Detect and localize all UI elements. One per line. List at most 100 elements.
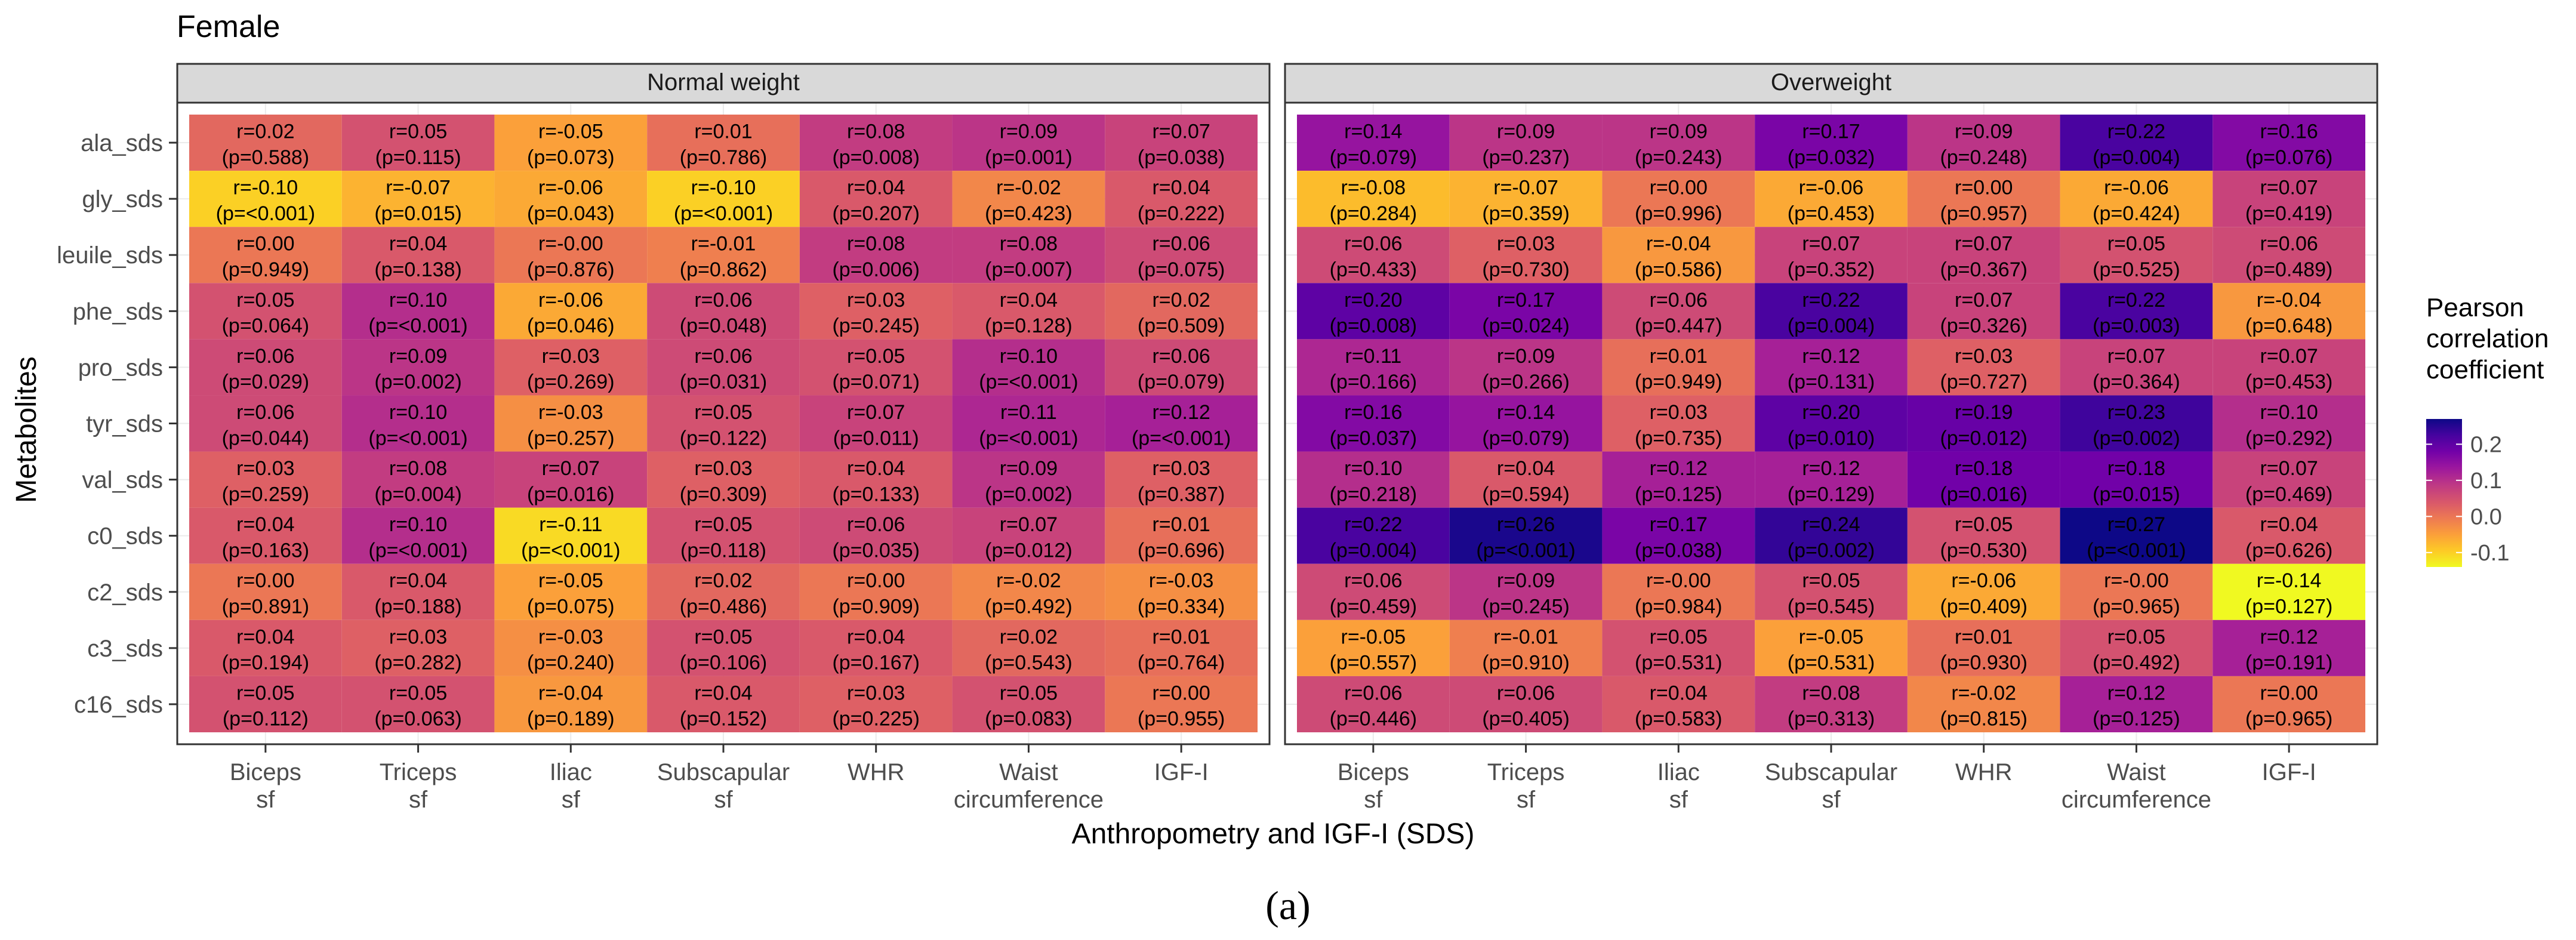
cell-r-label: r=0.22 <box>1802 289 1860 312</box>
heatmap-cell-fill <box>1907 563 2060 620</box>
x-tick-label: Iliac sf <box>550 759 592 813</box>
heatmap-cell: r=0.01 (p=0.764) <box>1105 620 1258 676</box>
heatmap-cell-fill <box>1105 395 1258 452</box>
cell-p-label: (p=0.334) <box>1138 596 1225 618</box>
cell-r-label: r=-0.02 <box>996 569 1061 592</box>
heatmap-cell-fill <box>2213 339 2365 396</box>
cell-r-label: r=0.05 <box>389 682 447 704</box>
heatmap-cell: r=0.08 (p=0.007) <box>952 227 1105 283</box>
heatmap-cell: r=-0.06 (p=0.424) <box>2060 171 2213 227</box>
heatmap-cell-fill <box>647 563 800 620</box>
cell-r-label: r=-0.02 <box>996 177 1061 199</box>
heatmap-cell-fill <box>799 171 953 227</box>
cell-r-label: r=-0.06 <box>538 289 603 312</box>
cell-r-label: r=0.05 <box>389 121 447 143</box>
cell-p-label: (p=0.073) <box>527 146 615 169</box>
heatmap-cell: r=0.12 (p=0.125) <box>2060 676 2213 732</box>
cell-r-label: r=0.11 <box>1345 345 1401 368</box>
heatmap-cell: r=-0.05 (p=0.557) <box>1297 620 1450 676</box>
cell-p-label: (p=0.163) <box>222 539 310 562</box>
heatmap-cell-fill <box>1449 620 1603 676</box>
facet-label: Normal weight <box>647 69 800 95</box>
cell-p-label: (p=0.359) <box>1482 202 1570 225</box>
heatmap-cell: r=-0.05 (p=0.075) <box>494 563 648 620</box>
cell-r-label: r=0.06 <box>1650 289 1708 312</box>
cell-p-label: (p=0.015) <box>2093 483 2180 506</box>
cell-p-label: (p=0.063) <box>374 708 462 731</box>
heatmap-cell-fill <box>189 115 342 171</box>
x-tick-label: IGF-I <box>1154 759 1209 785</box>
heatmap-cell-fill <box>341 171 495 227</box>
heatmap-cell: r=-0.04 (p=0.189) <box>494 676 648 732</box>
heatmap-cell: r=0.05 (p=0.545) <box>1755 563 1908 620</box>
heatmap-cell: r=-0.02 (p=0.423) <box>952 171 1105 227</box>
cell-p-label: (p=0.011) <box>833 427 919 449</box>
color-legend: Pearson correlation coefficient 0.2 0.1 0.0 -… <box>2426 293 2549 567</box>
cell-r-label: r=0.09 <box>1955 121 2013 143</box>
cell-p-label: (p=0.064) <box>222 315 310 337</box>
cell-r-label: r=-0.01 <box>691 233 756 255</box>
cell-p-label: (p=0.035) <box>832 539 920 562</box>
cell-r-label: r=0.06 <box>847 513 905 536</box>
cell-p-label: (p=0.543) <box>985 652 1073 674</box>
heatmap-cell: r=-0.06 (p=0.046) <box>494 283 648 340</box>
cell-p-label: (p=0.043) <box>527 202 615 225</box>
heatmap-cell: r=0.08 (p=0.004) <box>341 451 495 508</box>
heatmap-cell-fill <box>1297 227 1450 283</box>
cell-r-label: r=0.05 <box>1000 682 1058 704</box>
heatmap-cell: r=0.00 (p=0.996) <box>1602 171 1755 227</box>
x-tick-label: Waist circumference <box>954 759 1104 813</box>
heatmap-cell-fill <box>1755 339 1908 396</box>
heatmap-cell: r=-0.03 (p=0.257) <box>494 395 648 452</box>
heatmap-cell-fill <box>647 676 800 732</box>
heatmap-cell: r=0.06 (p=0.031) <box>647 339 800 396</box>
heatmap-cell: r=0.22 (p=0.003) <box>2060 283 2213 340</box>
figure-caption: (a) <box>1265 883 1310 928</box>
cell-r-label: r=0.01 <box>694 121 752 143</box>
cell-r-label: r=0.06 <box>1344 682 1402 704</box>
heatmap-cell: r=0.03 (p=0.225) <box>799 676 953 732</box>
heatmap-cell-fill <box>799 339 953 396</box>
cell-p-label: (p=0.557) <box>1330 652 1418 674</box>
heatmap-cell: r=0.07 (p=0.419) <box>2213 171 2365 227</box>
heatmap-cell: r=0.09 (p=0.001) <box>952 115 1105 171</box>
cell-p-label: (p=0.038) <box>1138 146 1225 169</box>
heatmap-cell: r=-0.10 (p=<0.001) <box>189 171 342 227</box>
heatmap-cell: r=0.06 (p=0.433) <box>1297 227 1450 283</box>
heatmap-cell: r=0.09 (p=0.237) <box>1449 115 1603 171</box>
cell-p-label: (p=0.409) <box>1940 596 2027 618</box>
cell-p-label: (p=0.447) <box>1635 315 1723 337</box>
cell-r-label: r=-0.10 <box>233 177 298 199</box>
cell-p-label: (p=0.984) <box>1635 596 1723 618</box>
heatmap-cell: r=0.04 (p=0.222) <box>1105 171 1258 227</box>
heatmap-cell-fill <box>647 395 800 452</box>
heatmap-cell: r=0.03 (p=0.730) <box>1449 227 1603 283</box>
heatmap-cell-fill <box>1755 283 1908 340</box>
cell-p-label: (p=<0.001) <box>216 202 315 225</box>
cell-r-label: r=0.08 <box>847 121 905 143</box>
heatmap-cell-fill <box>2213 620 2365 676</box>
cell-p-label: (p=0.075) <box>1138 258 1225 281</box>
heatmap-cell-fill <box>952 507 1105 564</box>
y-tick-label: phe_sds <box>73 298 163 325</box>
heatmap-cell-fill <box>1297 620 1450 676</box>
heatmap-cell-fill <box>1602 676 1755 732</box>
heatmap-cell: r=0.04 (p=0.594) <box>1449 451 1603 508</box>
cell-r-label: r=0.04 <box>847 177 905 199</box>
heatmap-cell: r=0.22 (p=0.004) <box>1297 507 1450 564</box>
cell-p-label: (p=<0.001) <box>368 427 467 449</box>
cell-p-label: (p=0.727) <box>1940 371 2027 393</box>
cell-r-label: r=0.04 <box>1152 177 1210 199</box>
heatmap-cell-fill <box>2060 451 2213 508</box>
cell-p-label: (p=0.218) <box>1330 483 1418 506</box>
cell-r-label: r=0.04 <box>694 682 752 704</box>
cell-p-label: (p=0.002) <box>1788 539 1875 562</box>
heatmap-cell-fill <box>1449 115 1603 171</box>
heatmap-cell: r=0.06 (p=0.459) <box>1297 563 1450 620</box>
cell-r-label: r=0.04 <box>847 625 905 648</box>
y-tick-label: gly_sds <box>82 186 163 212</box>
heatmap-cell: r=0.12 (p=0.191) <box>2213 620 2365 676</box>
heatmap-cell: r=0.19 (p=0.012) <box>1907 395 2060 452</box>
heatmap-cell-fill <box>1449 563 1603 620</box>
